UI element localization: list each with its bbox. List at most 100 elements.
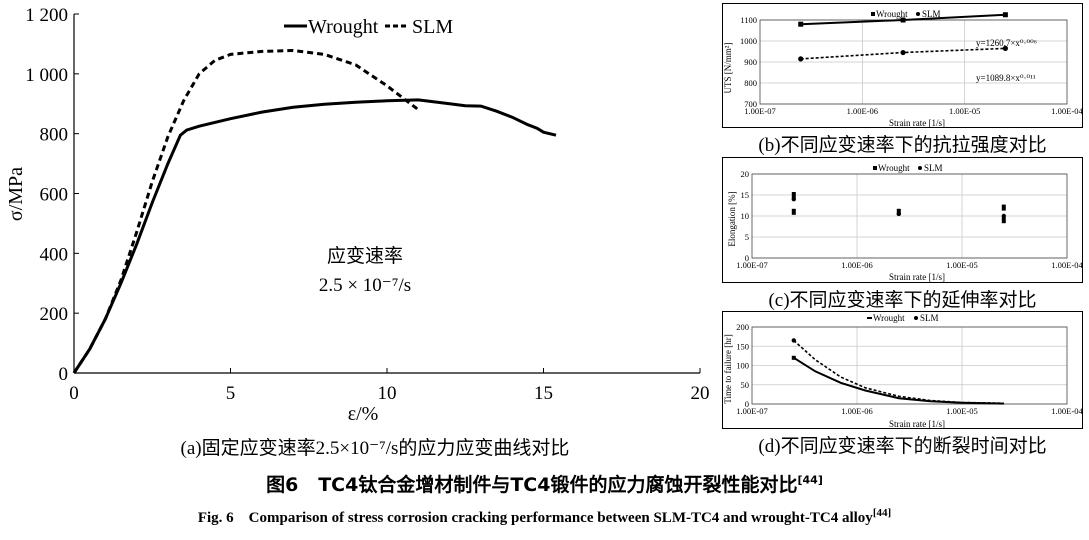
data-point-slm: [1001, 213, 1006, 219]
chart-b-ylabel: UTS [N/mm²]: [723, 43, 733, 94]
chart-b-equation-wrought: y=1260.7×x⁰·⁰⁰⁶: [976, 38, 1037, 48]
x-tick-label: 1.00E-07: [736, 260, 767, 270]
y-tick-label: 15: [741, 190, 750, 200]
x-tick-label: 1.00E-04: [1051, 260, 1083, 270]
data-point-wrought: [798, 21, 804, 27]
x-tick-label: 1.00E-05: [949, 106, 980, 116]
chart-b-legend: Wrought SLM: [871, 9, 941, 19]
data-point-wrought: [900, 17, 906, 23]
figure-title-en-text: Fig. 6 Comparison of stress corrosion cr…: [197, 510, 873, 526]
y-tick-label: 100: [736, 361, 749, 371]
data-point-wrought: [1001, 217, 1006, 224]
legend-slm-marker: [914, 316, 918, 320]
y-tick-label: 700: [744, 99, 757, 109]
data-point-slm: [1002, 45, 1008, 51]
chart-a-ylabel: σ/MPa: [5, 167, 27, 221]
figure-title-prefix: 图6: [266, 474, 299, 496]
legend-wrought-label: Wrought: [308, 16, 379, 38]
chart-d-legend: Wrought SLM: [867, 313, 939, 323]
chart-a-annotation-line2: 2.5 × 10⁻⁷/s: [319, 275, 411, 296]
chart-b-xlabel: Strain rate [1/s]: [889, 118, 945, 128]
y-tick-label: 200: [736, 322, 749, 332]
legend-slm-label: SLM: [924, 163, 943, 173]
chart-a-xlabel: ε/%: [348, 403, 379, 425]
figure-title: 图6 TC4钛合金增材制件与TC4锻件的应力腐蚀开裂性能对比[44]: [0, 470, 1089, 497]
legend-wrought-marker: [871, 12, 875, 16]
y-tick-label: 5: [745, 232, 749, 242]
x-tick-label: 1.00E-05: [946, 406, 977, 416]
legend-wrought-label: Wrought: [878, 163, 910, 173]
chart-c-caption: (c)不同应变速率下的延伸率对比: [768, 290, 1037, 311]
series-line-wrought: [72, 98, 557, 374]
legend-wrought-label: Wrought: [873, 313, 905, 323]
x-tick-label: 1.00E-06: [847, 106, 878, 116]
chart-b: 700 800 900 1000 1100 1.00E-07 1.00E-06 1.00E-0…: [723, 9, 1083, 128]
chart-a-axes: [73, 14, 700, 374]
y-tick-label: 800: [744, 78, 757, 88]
y-tick-label: 20: [741, 169, 750, 179]
chart-c-legend: Wrought SLM: [873, 163, 943, 173]
chart-a-series: [72, 48, 557, 374]
data-point-wrought: [791, 355, 796, 360]
x-tick-label: 10: [378, 383, 397, 404]
data-point-wrought: [1002, 12, 1008, 18]
y-tick-label: 0: [745, 253, 749, 263]
x-tick-label: 1.00E-04: [1051, 406, 1083, 416]
figure-title-en-ref: [44]: [872, 507, 892, 519]
data-point-slm: [798, 56, 804, 62]
figure-title-text: TC4钛合金增材制件与TC4锻件的应力腐蚀开裂性能对比: [318, 474, 798, 496]
x-tick-label: 1.00E-04: [1051, 106, 1083, 116]
x-tick-label: 1.00E-06: [841, 406, 872, 416]
y-tick-label: 600: [40, 185, 69, 206]
series-line-wrought: [793, 356, 1004, 405]
chart-d-ylabel: Time to failure [hr]: [723, 334, 733, 403]
x-tick-label: 1.00E-05: [946, 260, 977, 270]
legend-slm-label: SLM: [412, 16, 453, 38]
chart-d-caption: (d)不同应变速率下的断裂时间对比: [758, 436, 1047, 457]
data-point-slm: [791, 338, 796, 343]
chart-d-plot: 0 50 100 150 200 1.00E-07 1.00E-06 1.00E-05 1.00…: [736, 322, 1083, 416]
chart-c-frame: [722, 157, 1083, 283]
data-point-wrought: [1001, 204, 1006, 211]
figure-title-en: Fig. 6 Comparison of stress corrosion cr…: [0, 507, 1089, 527]
chart-c-ylabel: Elongation [%]: [727, 191, 737, 246]
figure-title-ref: [44]: [797, 473, 823, 487]
y-tick-label: 10: [741, 211, 750, 221]
data-point-slm: [791, 197, 796, 202]
chart-c-plot: 0 5 10 15 20 1.00E-07 1.00E-06 1.00E-05 1.00E-04: [736, 169, 1083, 270]
y-tick-label: 1 000: [25, 65, 68, 86]
y-tick-label: 150: [736, 341, 749, 351]
data-point-wrought: [791, 192, 796, 198]
plot-area: [751, 326, 1068, 405]
data-point-slm: [896, 211, 901, 217]
chart-a-legend: Wrought SLM: [284, 16, 453, 38]
y-tick-label: 0: [745, 399, 749, 409]
chart-b-equation-slm: y=1089.8×x⁰·⁰¹¹: [976, 73, 1036, 83]
y-tick-label: 1000: [740, 36, 757, 46]
y-tick-label: 1100: [740, 15, 757, 25]
chart-b-plot: 700 800 900 1000 1100 1.00E-07 1.00E-06 1.00E-0…: [740, 12, 1083, 116]
data-point-wrought: [791, 208, 796, 215]
x-tick-label: 15: [534, 383, 553, 404]
chart-a-annotation-line1: 应变速率: [327, 245, 403, 267]
y-tick-label: 900: [744, 57, 757, 67]
data-point-slm: [900, 49, 906, 56]
y-tick-label: 800: [40, 125, 69, 146]
x-tick-label: 1.00E-07: [736, 406, 767, 416]
series-line-slm: [72, 48, 420, 374]
legend-wrought-marker: [873, 166, 877, 170]
legend-slm-label: SLM: [920, 313, 939, 323]
chart-b-caption: (b)不同应变速率下的抗拉强度对比: [758, 135, 1047, 156]
y-tick-label: 0: [59, 364, 69, 385]
series-line-slm: [793, 339, 1004, 404]
chart-a-caption: (a)固定应变速率2.5×10⁻⁷/s的应力应变曲线对比: [180, 438, 570, 459]
x-tick-label: 1.00E-07: [744, 106, 775, 116]
legend-wrought-label: Wrought: [876, 9, 908, 19]
y-tick-label: 50: [741, 380, 750, 390]
x-tick-label: 20: [691, 383, 710, 404]
chart-d-frame: [722, 311, 1083, 429]
legend-slm-marker: [918, 166, 922, 170]
x-tick-label: 0: [69, 383, 79, 404]
